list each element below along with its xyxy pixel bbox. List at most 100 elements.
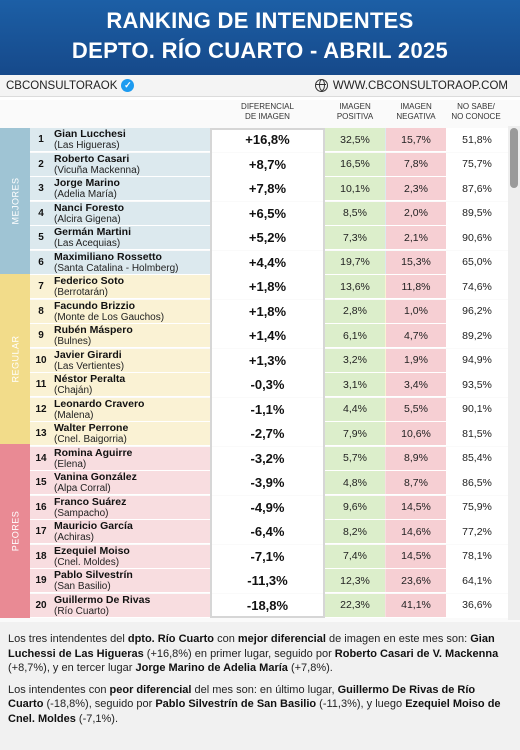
scrollbar[interactable] — [508, 126, 520, 620]
intendente-locality: (Chaján) — [54, 385, 239, 396]
summary-text-run: (+16,8%) en primer lugar, seguido por — [144, 648, 335, 660]
intendente-locality: (Alpa Corral) — [54, 483, 239, 494]
rank-cell: 18 — [30, 545, 52, 568]
rank-cell: 4 — [30, 202, 52, 225]
intendente-name: Roberto Casari — [54, 154, 239, 165]
column-header-no-sabe: NO SABE/ NO CONOCE — [446, 102, 506, 122]
rank-cell: 11 — [30, 373, 52, 396]
rank-cell: 17 — [30, 520, 52, 543]
imagen-negativa-cell: 11,8% — [386, 275, 446, 298]
imagen-positiva-cell: 10,1% — [325, 177, 385, 200]
intendente-locality: (Malena) — [54, 410, 239, 421]
imagen-positiva-cell: 16,5% — [325, 153, 385, 176]
intendente-locality: (Las Acequias) — [54, 238, 239, 249]
imagen-positiva-cell: 8,5% — [325, 202, 385, 225]
group-label-mejores: MEJORES — [0, 128, 30, 274]
intendente-name: Walter Perrone — [54, 423, 239, 434]
intendente-cell: Gian Lucchesi (Las Higueras) — [54, 129, 239, 152]
intendente-cell: Germán Martini (Las Acequias) — [54, 227, 239, 250]
summary-paragraph-best: Los tres intendentes del dpto. Río Cuart… — [8, 632, 512, 676]
intendente-name: Guillermo De Rivas — [54, 595, 239, 606]
intendente-locality: (Elena) — [54, 459, 239, 470]
intendente-cell: Pablo Silvestrín (San Basilio) — [54, 570, 239, 593]
column-header-no-sabe-line1: NO SABE/ — [446, 102, 506, 112]
imagen-positiva-cell: 7,3% — [325, 226, 385, 249]
imagen-positiva-cell: 2,8% — [325, 300, 385, 323]
summary-text-run: de imagen en este mes son: — [326, 633, 470, 645]
no-sabe-cell: 36,6% — [446, 594, 508, 617]
table-row: 2 +8,7% 16,5% 7,8% 75,7% Roberto Casari (Vicuñ… — [30, 153, 508, 177]
intendente-cell: Néstor Peralta (Chaján) — [54, 374, 239, 397]
table-row: 13 -2,7% 7,9% 10,6% 81,5% Walter Perrone (Cnel… — [30, 422, 508, 446]
brand-bar: CBCONSULTORAOK ✓ WWW.CBCONSULTORAOP.COM — [0, 75, 520, 97]
intendente-cell: Vanina González (Alpa Corral) — [54, 472, 239, 495]
intendente-locality: (Adelia María) — [54, 189, 239, 200]
rank-cell: 1 — [30, 128, 52, 151]
table-row: 10 +1,3% 3,2% 1,9% 94,9% Javier Girardi (Las V… — [30, 349, 508, 373]
imagen-negativa-cell: 2,1% — [386, 226, 446, 249]
summary-highlight: Roberto Casari de V. Mackenna — [335, 648, 498, 660]
column-header-diferencial: DIFERENCIAL DE IMAGEN — [210, 102, 325, 122]
intendente-cell: Federico Soto (Berrotarán) — [54, 276, 239, 299]
rank-cell: 3 — [30, 177, 52, 200]
rank-cell: 10 — [30, 349, 52, 372]
globe-icon — [315, 79, 328, 92]
scrollbar-thumb[interactable] — [510, 128, 518, 188]
imagen-positiva-cell: 19,7% — [325, 251, 385, 274]
intendente-locality: (Las Higueras) — [54, 140, 239, 151]
verified-check-icon: ✓ — [121, 79, 134, 92]
table-row: 20 -18,8% 22,3% 41,1% 36,6% Guillermo De Riva… — [30, 594, 508, 618]
intendente-cell: Franco Suárez (Sampacho) — [54, 497, 239, 520]
intendente-cell: Roberto Casari (Vicuña Mackenna) — [54, 154, 239, 177]
intendente-cell: Maximiliano Rossetto (Santa Catalina - Ho… — [54, 252, 239, 275]
summary-text-run: del mes son: en último lugar, — [191, 684, 337, 696]
brand-handle: CBCONSULTORAOK — [6, 80, 117, 92]
column-header-positiva-line1: IMAGEN — [325, 102, 385, 112]
imagen-positiva-cell: 3,2% — [325, 349, 385, 372]
column-header-diferencial-line1: DIFERENCIAL — [210, 102, 325, 112]
imagen-positiva-cell: 32,5% — [325, 128, 385, 151]
rank-cell: 15 — [30, 471, 52, 494]
brand-website: WWW.CBCONSULTORAOP.COM — [333, 80, 508, 92]
rank-cell: 14 — [30, 447, 52, 470]
imagen-positiva-cell: 3,1% — [325, 373, 385, 396]
group-label-regular: REGULAR — [0, 274, 30, 444]
no-sabe-cell: 77,2% — [446, 520, 508, 543]
imagen-negativa-cell: 3,4% — [386, 373, 446, 396]
no-sabe-cell: 89,5% — [446, 202, 508, 225]
intendente-name: Germán Martini — [54, 227, 239, 238]
column-header-negativa: IMAGEN NEGATIVA — [386, 102, 446, 122]
rank-cell: 6 — [30, 251, 52, 274]
column-header-no-sabe-line2: NO CONOCE — [446, 112, 506, 122]
intendente-locality: (Cnel. Baigorria) — [54, 434, 239, 445]
intendente-locality: (Santa Catalina - Holmberg) — [54, 263, 239, 274]
summary-text-run: (+7,8%). — [288, 662, 333, 674]
brand-right[interactable]: WWW.CBCONSULTORAOP.COM — [315, 79, 508, 92]
title-line-2: DEPTO. RÍO CUARTO - ABRIL 2025 — [0, 38, 520, 64]
table-row: 3 +7,8% 10,1% 2,3% 87,6% Jorge Marino (Adelia … — [30, 177, 508, 201]
table-row: 9 +1,4% 6,1% 4,7% 89,2% Rubén Máspero (Bulnes) — [30, 324, 508, 348]
intendente-name: Jorge Marino — [54, 178, 239, 189]
group-band-peores: PEORES — [0, 444, 30, 618]
imagen-negativa-cell: 7,8% — [386, 153, 446, 176]
no-sabe-cell: 75,9% — [446, 496, 508, 519]
imagen-negativa-cell: 10,6% — [386, 422, 446, 445]
intendente-cell: Leonardo Cravero (Malena) — [54, 399, 239, 422]
brand-left[interactable]: CBCONSULTORAOK ✓ — [6, 79, 134, 92]
intendente-locality: (Sampacho) — [54, 508, 239, 519]
intendente-name: Mauricio García — [54, 521, 239, 532]
imagen-negativa-cell: 14,5% — [386, 545, 446, 568]
table-row: 1 +16,8% 32,5% 15,7% 51,8% Gian Lucchesi (Las … — [30, 128, 508, 152]
intendente-cell: Romina Aguirre (Elena) — [54, 448, 239, 471]
imagen-negativa-cell: 15,7% — [386, 128, 446, 151]
intendente-cell: Mauricio García (Achiras) — [54, 521, 239, 544]
imagen-positiva-cell: 7,9% — [325, 422, 385, 445]
no-sabe-cell: 86,5% — [446, 471, 508, 494]
intendente-cell: Nanci Foresto (Alcira Gigena) — [54, 203, 239, 226]
no-sabe-cell: 93,5% — [446, 373, 508, 396]
table-row: 11 -0,3% 3,1% 3,4% 93,5% Néstor Peralta (Chajá… — [30, 373, 508, 397]
rank-cell: 8 — [30, 300, 52, 323]
no-sabe-cell: 64,1% — [446, 569, 508, 592]
intendente-name: Romina Aguirre — [54, 448, 239, 459]
summary-text-run: (-18,8%), seguido por — [43, 698, 155, 710]
